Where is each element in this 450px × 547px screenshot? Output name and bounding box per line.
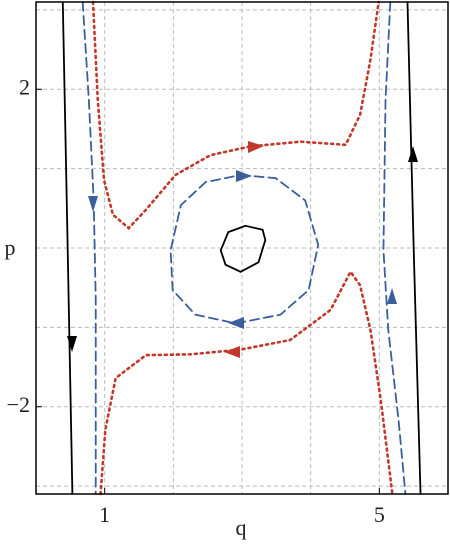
arrow [248, 141, 264, 153]
curve [169, 174, 320, 325]
arrow [88, 196, 98, 212]
curve [219, 224, 267, 273]
arrow [224, 346, 240, 358]
y-axis-label: p [5, 235, 16, 260]
arrow [408, 146, 418, 162]
arrow [67, 336, 77, 352]
x-axis-label: q [236, 515, 247, 540]
arrow [387, 288, 397, 304]
x-tick-label: 1 [99, 502, 110, 527]
x-tick-label: 5 [374, 502, 385, 527]
curve [61, 1, 74, 495]
curve [99, 269, 394, 496]
arrow [236, 170, 252, 182]
arrow [228, 317, 244, 329]
frame [35, 1, 449, 495]
y-tick-label: 2 [19, 74, 30, 99]
curve [91, 0, 380, 230]
curve [81, 1, 97, 495]
arrows [67, 141, 418, 358]
curve [406, 1, 422, 495]
curve [382, 1, 407, 495]
y-tick-label: −2 [7, 392, 30, 417]
